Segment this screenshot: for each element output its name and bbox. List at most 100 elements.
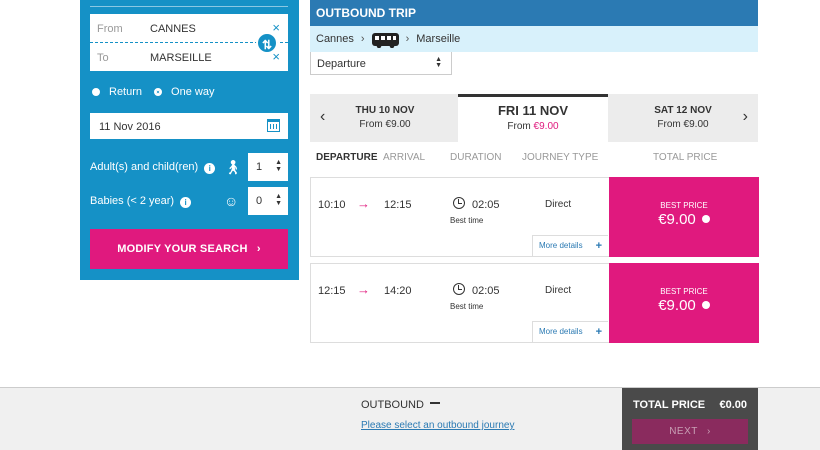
one-way-radio[interactable] [154,88,163,96]
modify-search-label: MODIFY YOUR SEARCH [117,243,248,255]
date-tab-next[interactable]: SAT 12 NOV From €9.00 › [608,94,758,142]
babies-info-icon[interactable]: i [180,197,192,208]
date-tab-day: THU 10 NOV [355,105,415,116]
journey-type: Direct [545,199,572,210]
date-tabs: ‹ THU 10 NOV From €9.00 FRI 11 NOV From … [310,94,758,142]
arrow-right-icon: → [357,196,370,211]
total-price-value: €0.00 [719,399,747,411]
adults-row: Adult(s) and child(ren) i 🚶︎ 1 ▲ ▼ [90,153,288,181]
journey-duration: 02:05 [472,199,500,211]
footer-outbound-title: OUTBOUND [361,399,440,411]
trip-header: OUTBOUND TRIP [310,0,758,26]
chevron-right-icon: › [256,243,261,255]
route-origin: Cannes [316,33,354,45]
next-button[interactable]: NEXT › [632,419,748,444]
one-way-label[interactable]: One way [171,86,215,98]
babies-label: Babies (< 2 year) i [90,195,192,208]
return-label[interactable]: Return [109,86,143,98]
journey-price-button[interactable]: BEST PRICE €9.00 [609,177,759,257]
arrow-right-icon: → [357,282,370,297]
date-field[interactable]: 11 Nov 2016 [90,113,288,139]
swap-direction-icon[interactable]: ⇅ [256,32,278,54]
select-arrows-icon: ▲ ▼ [435,56,442,69]
from-value[interactable]: CANNES [150,23,196,35]
select-radio-icon[interactable] [701,215,710,223]
chevron-left-icon[interactable]: ‹ [320,108,326,125]
babies-stepper[interactable]: 0 ▲ ▼ [248,187,288,215]
col-total-price: TOTAL PRICE [653,152,718,163]
route-chevron-icon-2: › [405,33,410,45]
summary-footer: OUTBOUND Please select an outbound journ… [0,387,820,450]
date-tab-from-label: From [657,119,681,130]
sort-select[interactable]: Departure ▲ ▼ [310,52,452,75]
adults-value: 1 [256,161,263,173]
date-tab-day: SAT 12 NOV [654,105,712,116]
journey-row[interactable]: 10:10 → 12:15 02:05 Best time Direct Mor… [310,177,759,257]
chevron-right-icon[interactable]: › [742,108,748,125]
more-details-label: More details [539,241,583,250]
route-destination: Marseille [416,33,461,45]
route-chevron-icon: › [360,33,365,45]
adult-person-icon: 🚶︎ [224,159,242,175]
from-to-divider [90,42,288,43]
babies-row: Babies (< 2 year) i ☺ 0 ▲ ▼ [90,187,288,215]
babies-stepper-arrows-icon[interactable]: ▲ ▼ [275,193,282,207]
date-value: 11 Nov 2016 [99,121,161,133]
date-tab-price-value: €9.00 [683,119,709,130]
best-price-label: BEST PRICE [660,201,708,210]
clear-to-icon[interactable]: × [272,49,280,64]
babies-value: 0 [256,195,263,207]
col-journey-type[interactable]: JOURNEY TYPE [522,152,599,163]
more-details-button[interactable]: More details + [532,235,608,256]
bus-icon [371,32,399,48]
from-field[interactable]: From CANNES × [90,14,288,42]
journey-departure: 12:15 [318,285,346,297]
return-radio[interactable] [92,88,100,96]
date-tab-current[interactable]: FRI 11 NOV From €9.00 [458,94,608,142]
modify-search-button[interactable]: MODIFY YOUR SEARCH › [90,229,288,269]
best-price-label: BEST PRICE [660,287,708,296]
col-departure[interactable]: DEPARTURE [316,152,378,163]
babies-label-text: Babies (< 2 year) [90,195,175,207]
column-headers: DEPARTURE ARRIVAL DURATION JOURNEY TYPE … [310,152,758,168]
clear-from-icon[interactable]: × [272,20,280,35]
date-tab-price-value: €9.00 [533,121,559,132]
bus-small-icon [429,402,440,406]
total-price-label: TOTAL PRICE [633,399,706,411]
select-outbound-link[interactable]: Please select an outbound journey [361,420,515,431]
journey-price-value: €9.00 [658,297,696,314]
footer-title-text: OUTBOUND [361,399,424,411]
journey-row[interactable]: 12:15 → 14:20 02:05 Best time Direct Mor… [310,263,759,343]
trip-type-group: Return One way [92,86,226,98]
date-tab-price: From €9.00 [458,121,608,132]
date-tab-from-label: From [507,121,531,132]
clock-icon [453,197,465,209]
journey-price-value: €9.00 [658,211,696,228]
to-value[interactable]: MARSEILLE [150,52,212,64]
adults-stepper-arrows-icon[interactable]: ▲ ▼ [275,159,282,173]
calendar-icon[interactable] [267,119,280,132]
route-breadcrumb: Cannes › › Marseille [310,26,758,52]
journey-price-button[interactable]: BEST PRICE €9.00 [609,263,759,343]
select-radio-icon[interactable] [701,301,710,309]
journey-price: €9.00 [609,297,759,314]
adults-label: Adult(s) and child(ren) i [90,161,216,174]
adults-stepper[interactable]: 1 ▲ ▼ [248,153,288,181]
journey-departure: 10:10 [318,199,346,211]
chevron-right-icon: › [706,426,711,437]
col-duration[interactable]: DURATION [450,152,502,163]
next-label: NEXT [669,426,698,437]
adults-info-icon[interactable]: i [204,163,216,174]
search-panel: From CANNES × To MARSEILLE × ⇅ Return On… [80,0,299,280]
journey-type: Direct [545,285,572,296]
to-field[interactable]: To MARSEILLE × [90,43,288,71]
more-details-button[interactable]: More details + [532,321,608,342]
sort-select-value: Departure [317,58,366,70]
col-arrival[interactable]: ARRIVAL [383,152,426,163]
date-tab-prev[interactable]: ‹ THU 10 NOV From €9.00 [310,94,460,142]
date-tab-from-label: From [359,119,383,130]
journey-arrival: 12:15 [384,199,412,211]
to-label: To [97,52,109,64]
date-tab-day: FRI 11 NOV [497,103,569,118]
